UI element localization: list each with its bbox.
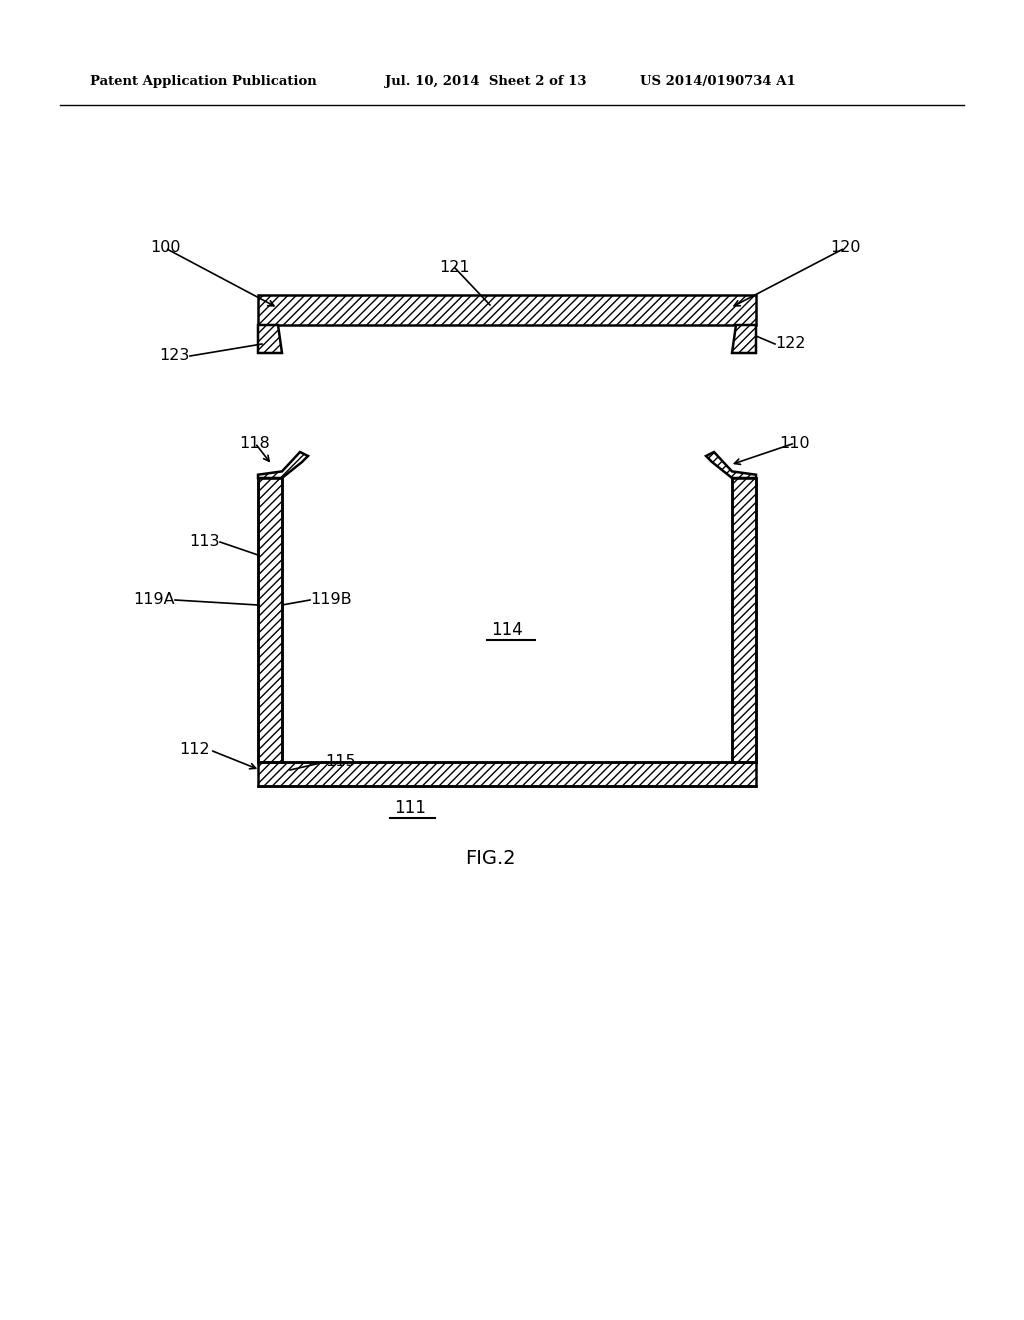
Text: 119B: 119B bbox=[310, 593, 351, 607]
Text: 121: 121 bbox=[439, 260, 470, 276]
Bar bbox=[258, 478, 282, 762]
Bar bbox=[732, 478, 756, 762]
Text: 119A: 119A bbox=[133, 593, 175, 607]
Bar bbox=[258, 762, 756, 785]
Text: 100: 100 bbox=[150, 240, 180, 256]
Text: 122: 122 bbox=[775, 337, 806, 351]
Polygon shape bbox=[258, 451, 308, 478]
Text: Jul. 10, 2014  Sheet 2 of 13: Jul. 10, 2014 Sheet 2 of 13 bbox=[385, 75, 587, 88]
Polygon shape bbox=[706, 451, 756, 478]
Polygon shape bbox=[732, 325, 756, 352]
Text: 115: 115 bbox=[325, 755, 355, 770]
Text: 111: 111 bbox=[394, 799, 426, 817]
Polygon shape bbox=[258, 325, 282, 352]
Text: 112: 112 bbox=[179, 742, 210, 758]
Text: 113: 113 bbox=[189, 535, 220, 549]
Text: FIG.2: FIG.2 bbox=[465, 849, 515, 867]
Text: 120: 120 bbox=[829, 240, 860, 256]
Text: 118: 118 bbox=[240, 436, 270, 450]
Text: 114: 114 bbox=[492, 620, 523, 639]
Bar bbox=[258, 294, 756, 325]
Text: 123: 123 bbox=[160, 348, 190, 363]
Text: US 2014/0190734 A1: US 2014/0190734 A1 bbox=[640, 75, 796, 88]
Text: Patent Application Publication: Patent Application Publication bbox=[90, 75, 316, 88]
Text: 110: 110 bbox=[779, 436, 810, 450]
